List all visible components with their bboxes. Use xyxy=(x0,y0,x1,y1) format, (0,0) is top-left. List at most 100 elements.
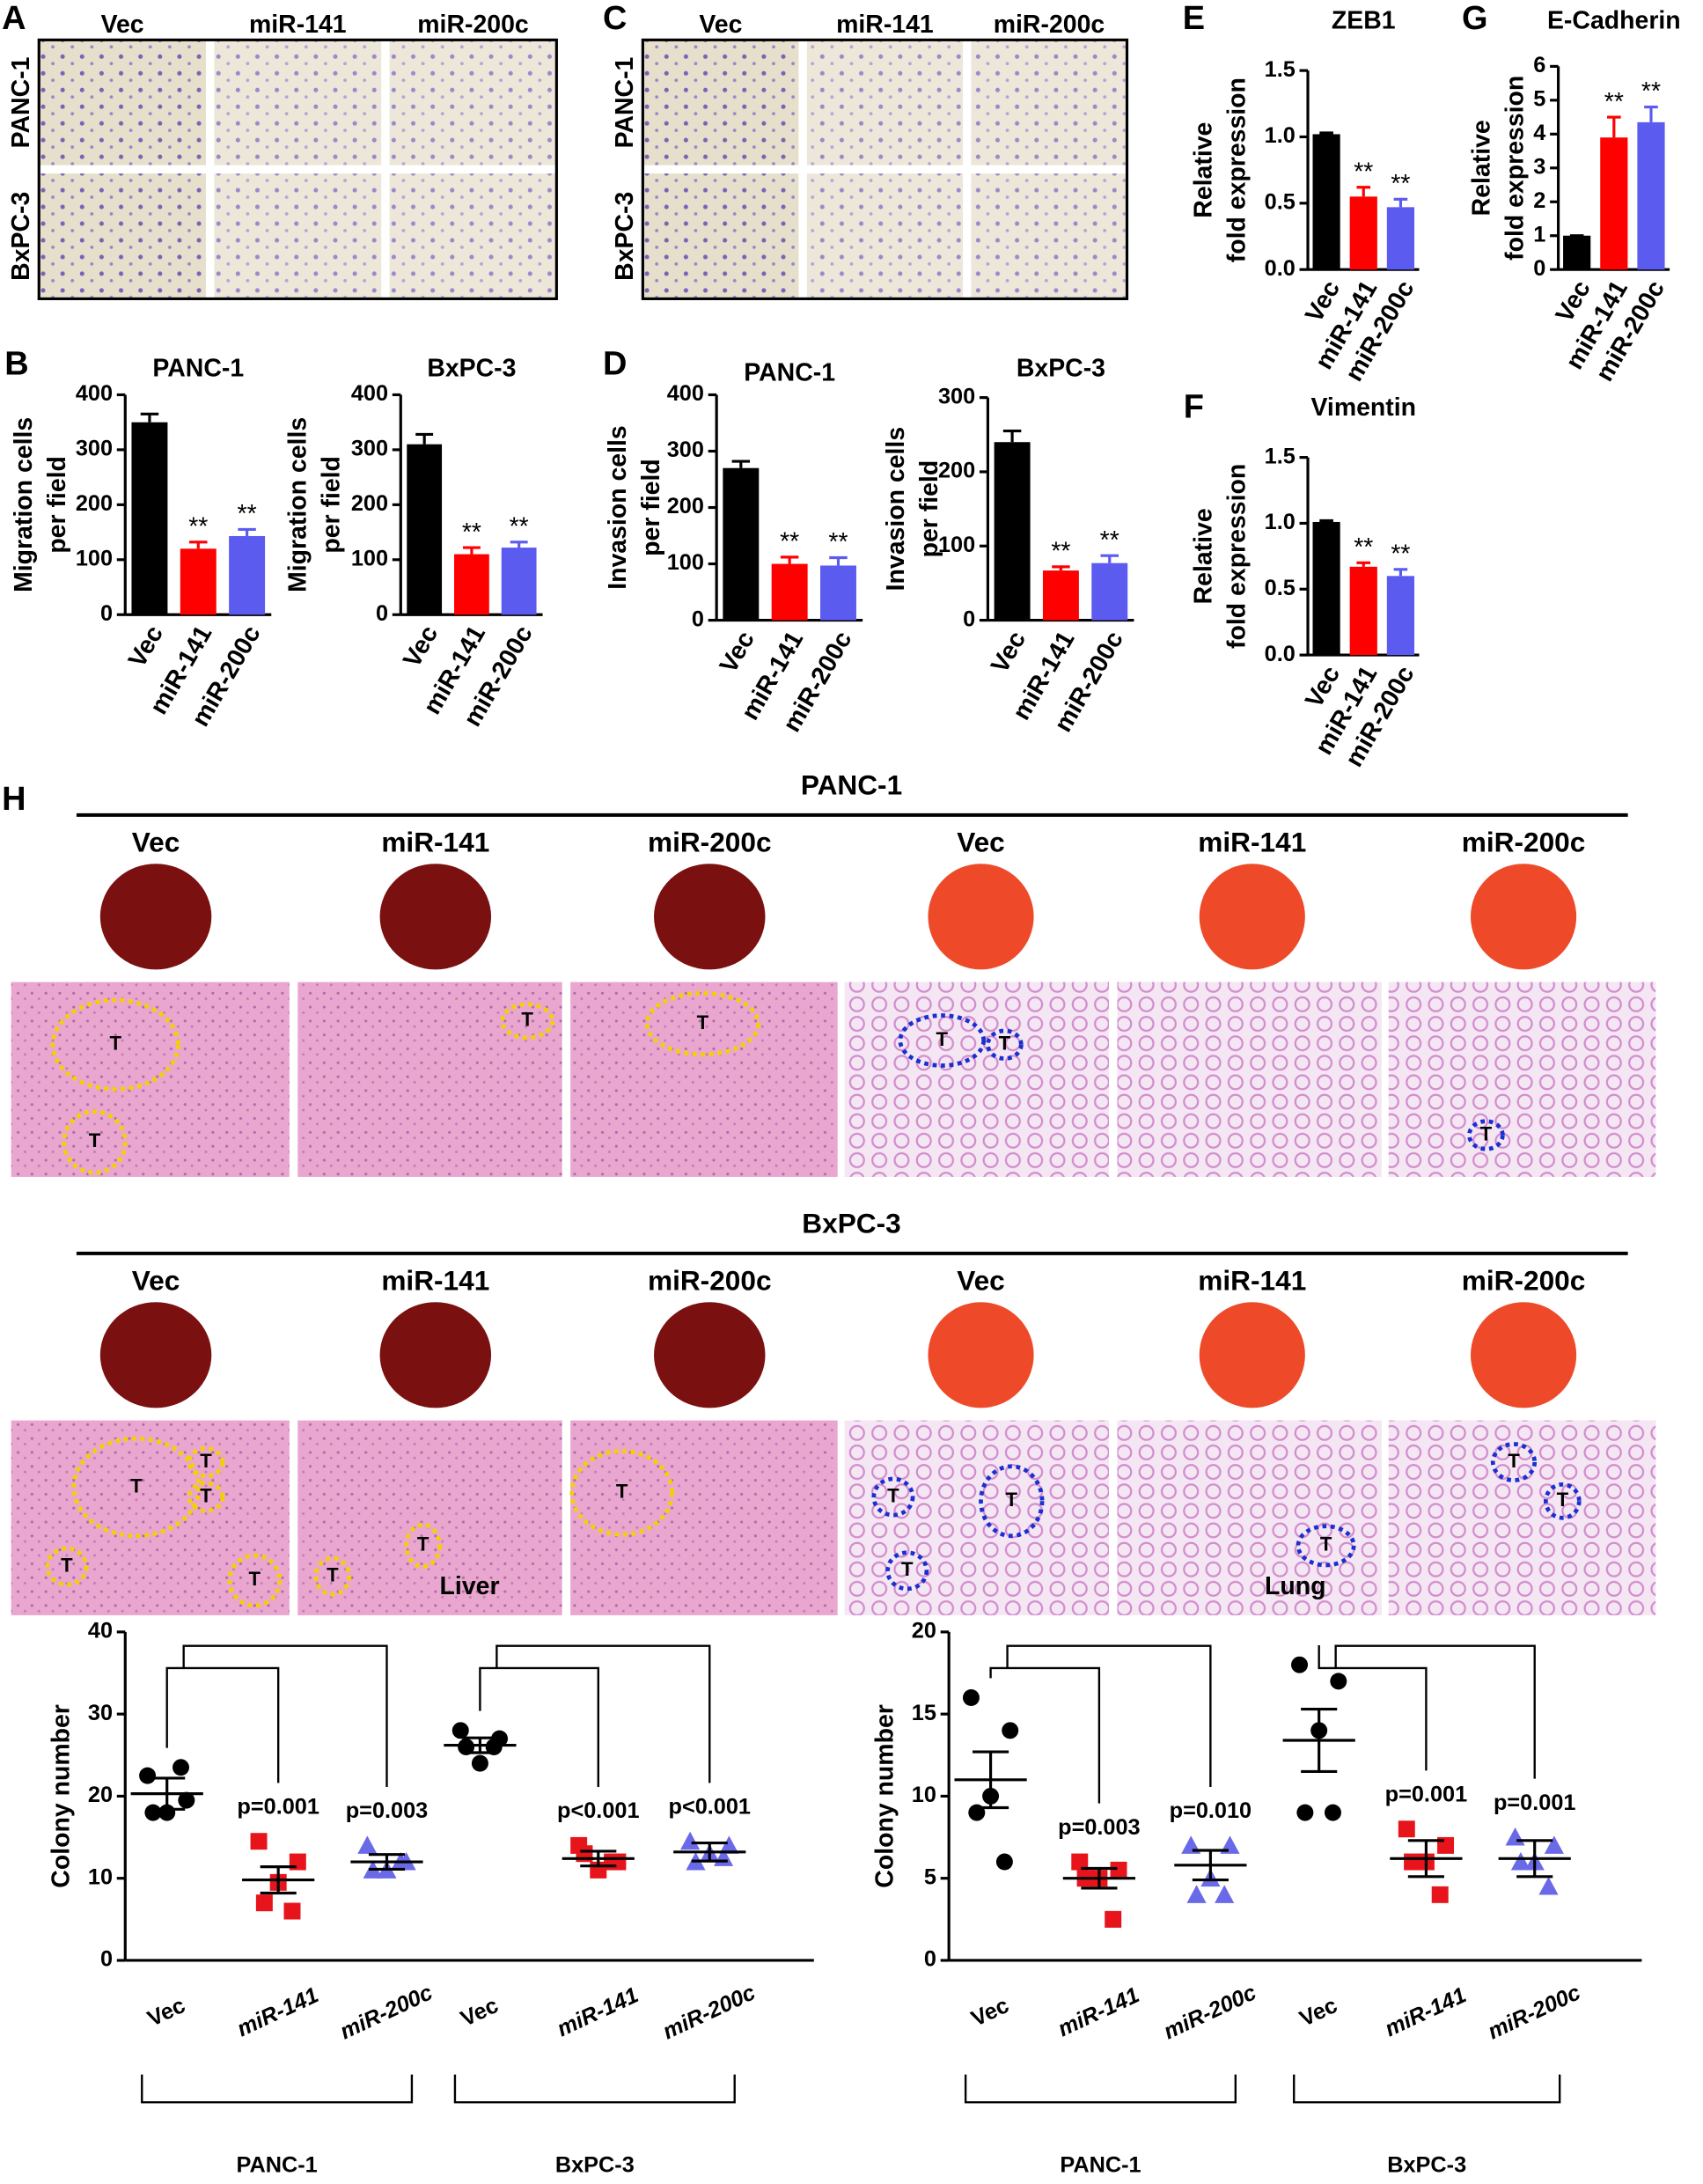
y-tick-label: 1 xyxy=(1533,222,1545,246)
x-tick-label: miR-200c xyxy=(336,1980,437,2044)
y-axis-label: Relative xyxy=(1190,122,1218,218)
tumor-outline xyxy=(986,1028,1024,1061)
y-axis-label: fold expression xyxy=(1223,464,1252,649)
tumor-label: T xyxy=(616,1481,628,1503)
histology xyxy=(297,1420,562,1615)
y-tick-label: 0 xyxy=(1533,256,1545,281)
organ-photo xyxy=(928,1302,1034,1408)
point xyxy=(451,1722,469,1739)
bar xyxy=(1349,566,1377,656)
tumor-label: T xyxy=(1480,1122,1493,1144)
point xyxy=(1544,1835,1564,1854)
label: Lung xyxy=(1265,1572,1325,1600)
y-tick-label: 10 xyxy=(912,1783,936,1807)
y-tick-label: 0.5 xyxy=(1265,576,1296,600)
point xyxy=(680,1831,701,1850)
p-value: p=0.001 xyxy=(237,1794,319,1819)
tumor-label: T xyxy=(521,1009,533,1031)
y-axis-label: Invasion cells xyxy=(604,425,632,590)
panel-frame xyxy=(641,38,1129,300)
y-tick-label: 100 xyxy=(667,550,704,575)
x-tick-label: miR-141 xyxy=(554,1982,642,2041)
comparison-bracket xyxy=(1334,1644,1536,1779)
point xyxy=(178,1791,195,1809)
x-tick-label: miR-141 xyxy=(233,1982,322,2041)
y-tick-label: 5 xyxy=(1533,87,1545,112)
tumor-label: T xyxy=(61,1554,73,1576)
organ-photo xyxy=(1470,1302,1577,1408)
y-axis-label: Migration cells xyxy=(283,417,312,592)
tumor-outline xyxy=(644,990,760,1057)
y-tick-label: 2 xyxy=(1533,188,1545,213)
tumor-outline xyxy=(1490,1442,1538,1482)
micrograph xyxy=(39,40,206,165)
tumor-outline xyxy=(187,1445,225,1479)
point xyxy=(173,1759,189,1776)
label: Vec xyxy=(132,826,180,857)
histology xyxy=(297,982,562,1177)
y-tick-label: 20 xyxy=(88,1783,113,1807)
x-tick-label: miR-141 xyxy=(1381,1982,1470,2041)
comparison-bracket xyxy=(495,1644,711,1783)
x-tick-label: miR-141 xyxy=(1054,1982,1143,2041)
significance: ** xyxy=(1100,526,1119,555)
point xyxy=(1404,1853,1421,1871)
y-tick-label: 0 xyxy=(100,601,113,626)
organ-photo xyxy=(379,1302,492,1408)
group-bracket xyxy=(1293,2074,1561,2104)
x-tick-label: Vec xyxy=(1296,1993,1340,2032)
significance: ** xyxy=(1391,540,1410,569)
y-tick-label: 100 xyxy=(76,547,113,571)
y-tick-label: 200 xyxy=(76,491,113,516)
micrograph xyxy=(971,173,1127,299)
significance: ** xyxy=(462,518,481,547)
p-value: p<0.001 xyxy=(669,1794,751,1819)
point xyxy=(255,1894,273,1912)
bar xyxy=(1091,563,1128,621)
p-value: p=0.001 xyxy=(1385,1782,1467,1806)
y-tick-label: 3 xyxy=(1533,154,1545,179)
tumor-outline xyxy=(1296,1524,1356,1568)
tumor-label: T xyxy=(936,1028,948,1050)
label: PANC-1 xyxy=(236,2153,317,2178)
group-bracket xyxy=(453,2074,736,2104)
label: E-Cadherin xyxy=(1547,6,1681,34)
label: miR-141 xyxy=(381,1264,489,1296)
point xyxy=(604,1853,621,1871)
organ-photo xyxy=(99,864,212,970)
tumor-outline xyxy=(62,1109,128,1175)
label: miR-141 xyxy=(381,826,489,857)
y-axis-label: per field xyxy=(915,460,943,558)
y-tick-label: 20 xyxy=(912,1619,936,1644)
point xyxy=(1431,1886,1449,1903)
bar xyxy=(1312,521,1340,656)
bar xyxy=(501,548,537,615)
label: Liver xyxy=(440,1572,500,1600)
histology xyxy=(1388,1420,1656,1615)
tumor-outline xyxy=(898,1013,987,1068)
significance: ** xyxy=(510,513,529,541)
tumor-label: T xyxy=(697,1011,709,1033)
y-tick-label: 300 xyxy=(938,384,975,408)
label: miR-200c xyxy=(1462,826,1586,857)
y-axis-label: Invasion cells xyxy=(882,427,910,592)
tumor-label: T xyxy=(200,1450,212,1472)
tumor-label: T xyxy=(901,1558,914,1580)
y-axis-label: Colony number xyxy=(48,1704,76,1888)
group-bracket xyxy=(964,2074,1237,2104)
significance: ** xyxy=(1051,538,1070,566)
bar xyxy=(454,554,489,615)
point xyxy=(471,1754,488,1772)
point xyxy=(250,1833,268,1850)
p-value: p=0.010 xyxy=(1170,1798,1252,1823)
label: PANC-1 xyxy=(801,769,902,801)
tumor-label: T xyxy=(1006,1489,1018,1511)
point xyxy=(458,1738,475,1755)
tumor-outline xyxy=(1543,1482,1582,1520)
point xyxy=(283,1902,301,1920)
comparison-bracket xyxy=(1318,1645,1428,1771)
micrograph xyxy=(806,173,963,299)
point xyxy=(485,1738,503,1755)
organ-photo xyxy=(99,1302,212,1408)
